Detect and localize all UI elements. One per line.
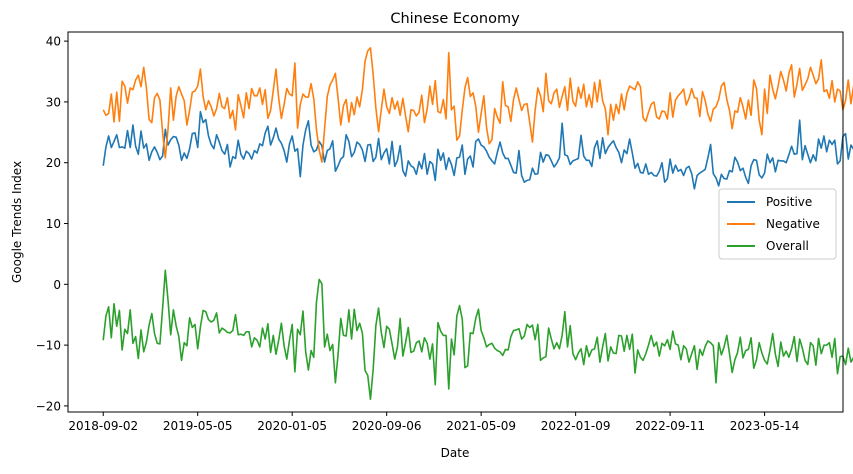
x-tick-label: 2023-05-14 (730, 419, 800, 433)
chart-title: Chinese Economy (390, 11, 520, 27)
x-tick-label: 2022-09-11 (635, 419, 705, 433)
legend-label-overall: Overall (766, 239, 809, 253)
x-tick-label: 2020-01-05 (257, 419, 327, 433)
y-tick-label: 10 (46, 217, 61, 231)
y-axis: −20 −10 0 10 20 30 40 (36, 35, 68, 413)
legend-box (718, 188, 837, 260)
legend: Positive Negative Overall (718, 188, 837, 260)
series-line-positive (102, 110, 853, 190)
series-line-overall (102, 269, 853, 401)
x-tick-label: 2021-05-09 (446, 419, 516, 433)
x-axis-label: Date (441, 446, 470, 460)
y-tick-label: −20 (36, 399, 61, 413)
x-tick-label: 2019-05-05 (163, 419, 233, 433)
x-axis: 2018-09-02 2019-05-05 2020-01-05 2020-09-06… (68, 412, 799, 433)
y-axis-label: Google Trends Index (10, 161, 24, 283)
legend-label-positive: Positive (766, 195, 812, 209)
series-line-negative (102, 47, 853, 163)
y-tick-label: −10 (36, 339, 61, 353)
series-layer (102, 47, 853, 401)
plot-frame (67, 31, 844, 413)
legend-label-negative: Negative (766, 217, 820, 231)
y-tick-label: 0 (53, 278, 61, 292)
y-tick-label: 30 (46, 95, 61, 109)
x-tick-label: 2022-01-09 (541, 419, 611, 433)
y-tick-label: 20 (46, 156, 61, 170)
x-tick-label: 2018-09-02 (68, 419, 138, 433)
y-tick-label: 40 (46, 35, 61, 49)
x-tick-label: 2020-09-06 (352, 419, 422, 433)
